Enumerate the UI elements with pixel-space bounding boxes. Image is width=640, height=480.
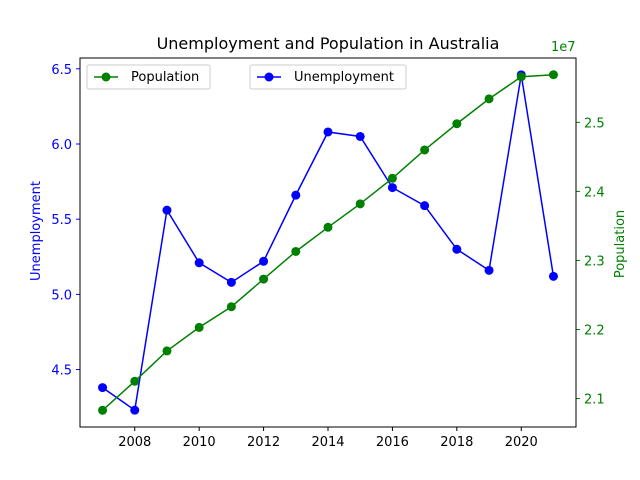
x-tick-label: 2020 bbox=[505, 435, 538, 450]
data-point-population bbox=[259, 274, 269, 284]
data-point-unemployment bbox=[548, 271, 558, 281]
data-point-unemployment bbox=[420, 201, 430, 211]
data-point-population bbox=[291, 246, 301, 256]
data-point-population bbox=[452, 119, 462, 129]
chart-title: Unemployment and Population in Australia bbox=[157, 34, 500, 53]
data-point-population bbox=[162, 346, 172, 356]
data-point-population bbox=[516, 72, 526, 82]
series-line-population bbox=[102, 73, 554, 411]
y-left-tick-label: 4.5 bbox=[51, 364, 72, 379]
y-axis-label-right: Population bbox=[613, 210, 628, 278]
x-tick-label: 2008 bbox=[118, 435, 151, 450]
data-point-unemployment bbox=[259, 256, 269, 266]
y-right-tick-label: 2.5 bbox=[584, 116, 605, 131]
legend-label-unemployment: Unemployment bbox=[294, 70, 394, 85]
plot-frame bbox=[79, 57, 577, 428]
y-left-tick-label: 6.0 bbox=[51, 138, 72, 153]
data-point-population bbox=[323, 222, 333, 232]
series-line-unemployment bbox=[102, 74, 555, 412]
x-axis-ticks: 2008 2010 2012 2014 2016 2018 2020 bbox=[118, 427, 538, 450]
data-point-unemployment bbox=[484, 265, 494, 275]
data-point-population bbox=[226, 302, 236, 312]
data-point-population bbox=[420, 145, 430, 155]
x-tick-label: 2010 bbox=[183, 435, 216, 450]
data-point-unemployment bbox=[387, 183, 397, 193]
legend-label-population: Population bbox=[131, 70, 199, 85]
data-point-population bbox=[355, 199, 365, 209]
x-tick-label: 2014 bbox=[311, 435, 344, 450]
legend-box bbox=[249, 64, 407, 90]
data-point-population bbox=[194, 322, 204, 332]
x-tick-label: 2018 bbox=[440, 435, 473, 450]
y-right-tick-label: 2.4 bbox=[584, 185, 605, 200]
legend-marker-population bbox=[101, 72, 111, 82]
data-point-unemployment bbox=[452, 244, 462, 254]
series-layer bbox=[98, 70, 558, 415]
data-point-unemployment bbox=[162, 205, 172, 215]
data-point-population bbox=[130, 376, 140, 386]
data-point-unemployment bbox=[355, 131, 365, 141]
data-point-unemployment bbox=[291, 190, 301, 200]
legend-population: Population bbox=[86, 64, 211, 90]
data-point-population bbox=[98, 405, 108, 415]
y-left-tick-label: 5.5 bbox=[51, 213, 72, 228]
x-tick-label: 2012 bbox=[247, 435, 280, 450]
data-point-unemployment bbox=[226, 277, 236, 287]
legend-unemployment: Unemployment bbox=[249, 64, 407, 90]
legend-box bbox=[86, 64, 211, 90]
y-left-tick-label: 6.5 bbox=[51, 63, 72, 78]
y-axis-right-ticks: 2.1 2.2 2.3 2.4 2.5 bbox=[576, 116, 605, 408]
y-right-tick-label: 2.2 bbox=[584, 324, 605, 339]
data-point-population bbox=[387, 173, 397, 183]
y-left-tick-label: 5.0 bbox=[51, 288, 72, 303]
data-point-unemployment bbox=[194, 258, 204, 268]
y-right-tick-label: 2.1 bbox=[584, 393, 605, 408]
y-axis-left-ticks: 4.5 5.0 5.5 6.0 6.5 bbox=[51, 63, 80, 379]
data-point-unemployment bbox=[98, 383, 108, 393]
data-point-population bbox=[548, 70, 558, 80]
y-axis-offset-text: 1e7 bbox=[551, 40, 576, 55]
y-right-tick-label: 2.3 bbox=[584, 254, 605, 269]
data-point-unemployment bbox=[130, 405, 140, 415]
y-axis-label-left: Unemployment bbox=[29, 181, 44, 281]
data-point-population bbox=[484, 94, 494, 104]
x-tick-label: 2016 bbox=[376, 435, 409, 450]
legend-marker-unemployment bbox=[264, 72, 274, 82]
data-point-unemployment bbox=[323, 127, 333, 137]
